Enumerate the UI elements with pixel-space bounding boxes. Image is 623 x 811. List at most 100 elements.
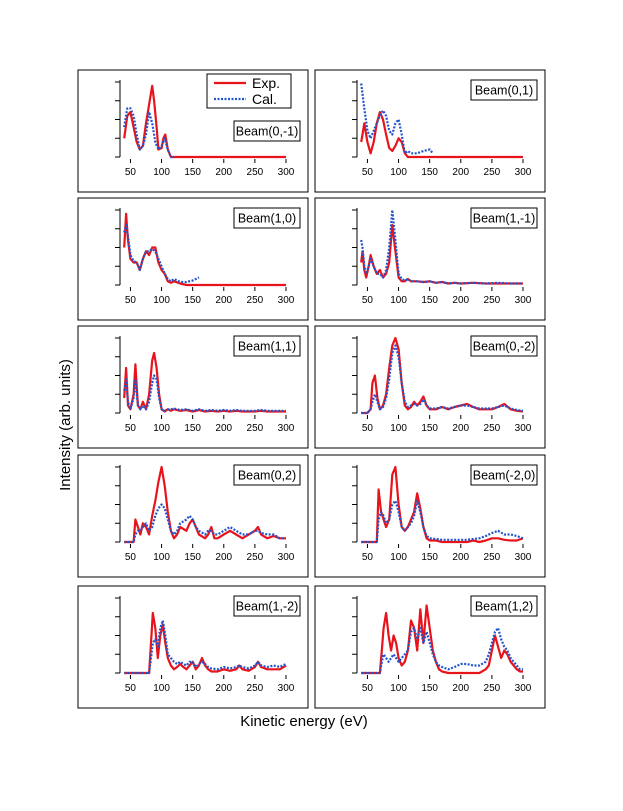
x-tick-label: 300 (278, 423, 295, 434)
panel-8: 50 100 150 200 250 300 Beam(-2,0) (314, 454, 546, 578)
x-tick-label: 200 (452, 683, 469, 694)
x-tick-label: 100 (390, 683, 407, 694)
x-tick-label: 100 (390, 295, 407, 306)
x-tick-label: 100 (390, 167, 407, 178)
x-tick-label: 150 (421, 167, 438, 178)
panel-7: 50 100 150 200 250 300 Beam(0,2) (77, 454, 309, 578)
x-tick-label: 250 (484, 423, 501, 434)
series-exp-line (124, 465, 286, 544)
x-tick-label: 50 (125, 683, 137, 694)
beam-title-box (470, 464, 538, 486)
x-tick-label: 250 (484, 683, 501, 694)
x-tick-label: 50 (362, 683, 374, 694)
x-tick-label: 300 (515, 552, 532, 563)
x-tick-label: 150 (421, 683, 438, 694)
x-tick-label: 50 (362, 423, 374, 434)
series-cal-line (361, 344, 524, 415)
panel-frame (314, 197, 546, 321)
series-cal-line (360, 83, 434, 155)
x-tick-label: 50 (125, 295, 137, 306)
x-tick-label: 150 (421, 295, 438, 306)
beam-title-box (233, 335, 301, 357)
x-tick-label: 150 (184, 683, 201, 694)
x-tick-label: 200 (452, 423, 469, 434)
x-tick-label: 250 (484, 552, 501, 563)
series-cal-line (360, 208, 523, 285)
panels-group: 50 100 150 200 250 300 Beam(0,-1) 50 100 150 200 25… (77, 69, 546, 709)
x-tick-label: 300 (278, 552, 295, 563)
x-tick-label: 100 (390, 423, 407, 434)
beam-title: Beam(1,2) (475, 600, 533, 614)
series-cal-line (123, 374, 286, 412)
series-cal-line (123, 223, 200, 284)
legend-box (206, 73, 292, 109)
legend: Exp. Cal. (206, 73, 292, 109)
x-tick-label: 200 (215, 167, 232, 178)
beam-title-box (470, 207, 538, 229)
x-tick-label: 250 (247, 167, 264, 178)
legend-cal-label: Cal. (252, 91, 277, 107)
x-tick-label: 100 (153, 167, 170, 178)
beam-title: Beam(0,1) (475, 84, 533, 98)
x-tick-label: 250 (247, 552, 264, 563)
x-tick-label: 300 (278, 167, 295, 178)
x-tick-label: 50 (125, 552, 137, 563)
series-cal-line (124, 619, 287, 675)
panel-5: 50 100 150 200 250 300 Beam(1,1) (77, 325, 309, 449)
beam-title-box (233, 120, 301, 142)
panel-4: 50 100 150 200 250 300 Beam(1,-1) (314, 197, 546, 321)
x-tick-label: 300 (515, 423, 532, 434)
x-tick-label: 300 (278, 295, 295, 306)
x-tick-label: 200 (215, 295, 232, 306)
x-tick-label: 50 (362, 167, 374, 178)
x-tick-label: 50 (125, 167, 137, 178)
series-exp-line (360, 110, 523, 159)
x-tick-label: 250 (484, 295, 501, 306)
beam-title-box (233, 207, 301, 229)
x-tick-label: 150 (184, 167, 201, 178)
beam-title-box (470, 595, 538, 617)
x-tick-label: 300 (515, 167, 532, 178)
panel-3: 50 100 150 200 250 300 Beam(1,0) (77, 197, 309, 321)
panel-2: 50 100 150 200 250 300 Beam(0,1) (314, 69, 546, 193)
panel-6: 50 100 150 200 250 300 Beam(0,-2) (314, 325, 546, 449)
beam-title: Beam(0,-1) (236, 125, 299, 139)
x-tick-label: 100 (153, 683, 170, 694)
panel-frame (77, 325, 309, 449)
panel-frame (77, 69, 309, 193)
series-cal-line (361, 626, 523, 675)
beam-title: Beam(1,1) (238, 340, 296, 354)
x-tick-label: 100 (153, 552, 170, 563)
x-tick-label: 150 (184, 423, 201, 434)
x-tick-label: 200 (452, 552, 469, 563)
series-cal-line (123, 107, 174, 159)
panel-frame (77, 454, 309, 578)
x-tick-label: 200 (452, 295, 469, 306)
beam-title-box (233, 464, 301, 486)
x-tick-label: 300 (515, 295, 532, 306)
beam-title-box (470, 79, 538, 101)
beam-title-box (233, 595, 301, 617)
x-tick-label: 100 (390, 552, 407, 563)
series-exp-line (360, 223, 523, 285)
series-exp-line (361, 604, 523, 675)
x-tick-label: 150 (184, 295, 201, 306)
beam-title-box (470, 335, 538, 357)
panel-1: 50 100 150 200 250 300 Beam(0,-1) (77, 69, 309, 193)
series-exp-line (123, 212, 286, 287)
beam-title: Beam(0,-2) (473, 340, 536, 354)
x-tick-label: 300 (515, 683, 532, 694)
x-tick-label: 50 (362, 552, 374, 563)
x-tick-label: 250 (484, 167, 501, 178)
panel-frame (314, 325, 546, 449)
beam-title: Beam(1,-1) (473, 212, 536, 226)
x-tick-label: 250 (247, 423, 264, 434)
x-tick-label: 200 (215, 552, 232, 563)
x-tick-label: 250 (247, 683, 264, 694)
beam-title: Beam(1,0) (238, 212, 296, 226)
x-tick-label: 200 (215, 683, 232, 694)
panel-frame (314, 69, 546, 193)
beam-title: Beam(-2,0) (473, 469, 536, 483)
x-axis-label: Kinetic energy (eV) (240, 713, 368, 730)
panel-frame (314, 585, 546, 709)
